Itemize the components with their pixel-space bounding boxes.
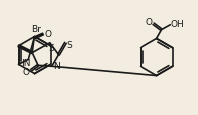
Text: S: S (66, 41, 72, 50)
Text: O: O (145, 18, 152, 27)
Text: O: O (44, 29, 51, 38)
Text: S: S (49, 44, 55, 53)
Text: Br: Br (32, 25, 41, 34)
Text: O: O (23, 67, 30, 76)
Text: OH: OH (170, 20, 184, 29)
Text: HN: HN (17, 58, 30, 67)
Text: N: N (53, 61, 60, 70)
